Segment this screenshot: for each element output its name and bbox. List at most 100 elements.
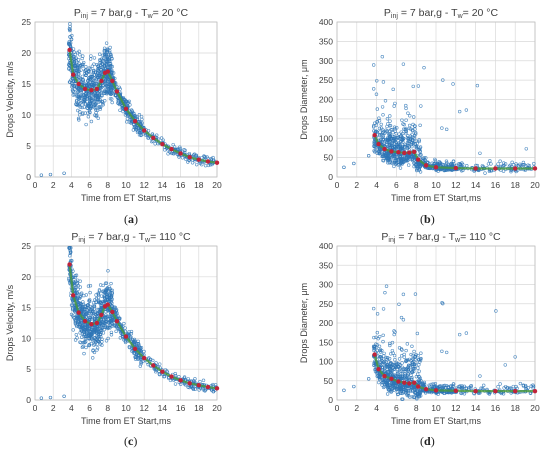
scatter-point [514,162,518,166]
scatter-point [440,349,444,354]
x-tick-label: 10 [121,180,131,190]
scatter-point [94,114,98,118]
x-tick-label: 4 [69,180,74,190]
scatter-point [481,383,486,388]
mean-series-point [142,355,147,361]
scatter-point [135,115,139,119]
scatter-point [77,325,81,329]
y-tick-label: 15 [22,303,32,313]
scatter-point [411,388,415,392]
scatter-point [88,97,92,102]
scatter-point [88,96,92,100]
scatter-point [384,130,388,134]
scatter-point [404,106,408,111]
scatter-point [73,52,77,57]
scatter-point [400,361,404,365]
scatter-point [88,309,93,314]
scatter-point [410,344,414,349]
scatter-point [79,63,83,68]
mean-series-point [132,346,138,352]
mean-series-point [132,119,138,124]
scatter-point [91,339,95,343]
scatter-point [98,342,103,346]
x-tick-label: 4 [374,180,379,190]
mean-series-point [94,86,100,92]
scatter-point [405,159,410,163]
scatter-point [411,128,415,132]
x-tick-label: 16 [491,403,501,413]
caption-d: (d) [420,434,435,448]
scatter-point [100,58,105,62]
scatter-point [417,394,422,399]
mean-series-point [493,388,498,394]
scatter-point [501,392,506,396]
scatter-point [410,158,415,163]
scatter-point [70,84,74,89]
scatter-point [90,74,94,79]
scatter-point [478,374,482,378]
scatter-cloud [39,246,218,400]
scatter-point [372,346,376,351]
mean-series-point [82,318,88,324]
chart-a: Pinj = 7 bar,g - Tw= 20 °C 0 5 10 15 20 25 0 2 4 6… [5,7,222,203]
scatter-point [72,315,76,320]
scatter-point [382,384,387,389]
mean-series-point [473,388,478,394]
mean-series-point [123,334,129,339]
scatter-point [97,52,102,56]
scatter-cloud [39,22,217,177]
mean-series-point [67,47,72,53]
mean-series-point [433,388,439,393]
scatter-point [415,164,420,169]
scatter-point [342,165,346,170]
x-tick-label: 0 [33,180,38,190]
mean-series-point [372,352,377,357]
scatter-point [91,312,95,317]
x-tick-label: 0 [33,403,38,413]
x-tick-label: 14 [158,403,168,413]
scatter-point [389,137,393,141]
scatter-point [445,161,449,165]
scatter-point [406,111,410,115]
scatter-point [68,246,72,250]
scatter-point [381,159,386,163]
scatter-point [377,152,382,156]
scatter-point [84,122,88,127]
scatter-point [398,390,403,395]
scatter-point [39,173,44,177]
scatter-point [75,103,79,107]
scatter-point [81,340,86,345]
scatter-point [98,61,102,65]
mean-series-point [169,146,174,152]
x-axis-label: Time from ET Start,ms [81,416,172,426]
scatter-point [107,65,112,69]
x-tick-label: 12 [451,180,461,190]
scatter-point [397,302,401,306]
scatter-point [398,166,403,170]
scatter-point [77,118,81,122]
scatter-point [419,104,423,108]
scatter-point [88,101,93,105]
scatter-point [389,390,393,394]
scatter-point [87,91,91,96]
scatter-point [138,364,143,368]
scatter-point [67,67,71,71]
scatter-point [89,332,93,337]
scatter-point [193,377,197,381]
scatter-point [416,353,420,358]
scatter-point [392,164,396,169]
scatter-point [400,391,405,396]
scatter-point [381,362,385,366]
scatter-point [70,76,74,81]
scatter-point [159,136,164,140]
scatter-point [93,106,97,110]
mean-series-point [389,376,394,382]
scatter-point [81,329,86,334]
scatter-point [395,370,400,374]
scatter-point [397,357,402,361]
scatter-point [440,162,444,166]
scatter-point [86,284,91,288]
scatter-point [392,104,396,108]
scatter-point [88,290,92,295]
scatter-point [95,93,99,98]
